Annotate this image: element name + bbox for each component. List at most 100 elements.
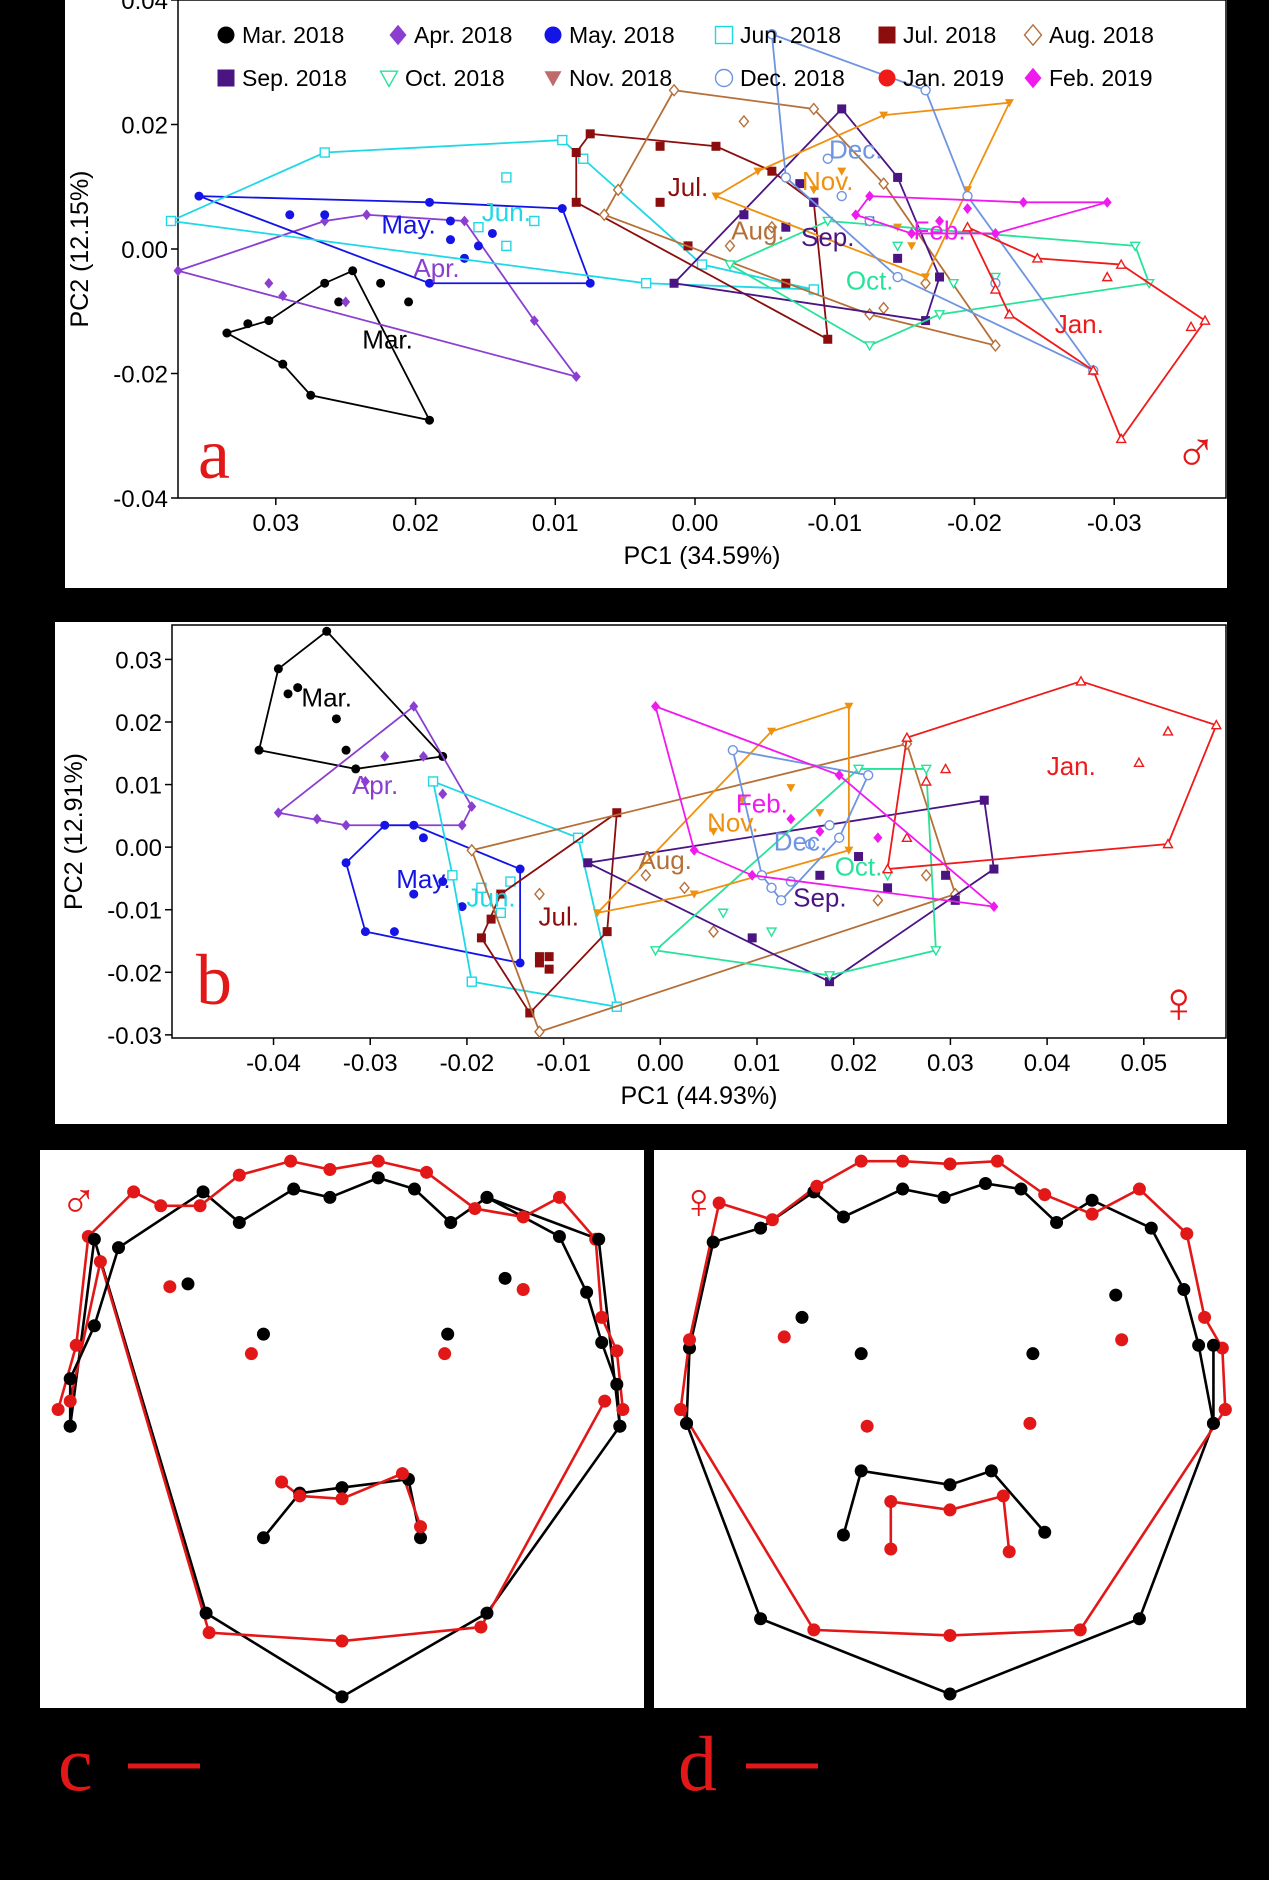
data-point [285,210,295,220]
panel-c-label: c [58,1720,93,1807]
landmark-red [93,1255,107,1269]
landmark-red [1218,1402,1232,1416]
group-label: Jul. [668,172,708,202]
x-tick-label: 0.01 [734,1050,781,1077]
landmark-red [232,1168,246,1182]
data-point [264,316,274,326]
legend-marker [878,26,896,44]
female-symbol-b: ♀ [1157,970,1201,1035]
data-point [544,964,554,974]
data-point [273,664,283,674]
y-tick-label: 0.04 [121,0,168,15]
data-point [515,958,525,968]
data-point [495,907,506,919]
data-point [823,971,836,982]
y-axis-label: PC2 (12.15%) [66,170,94,327]
data-point [1102,196,1112,208]
hull-dec [731,749,870,902]
group-label: Jan. [1047,751,1096,781]
landmark-red [1132,1182,1146,1196]
data-point [306,390,316,400]
y-tick-label: 0.00 [115,835,162,862]
data-point [724,260,736,271]
data-point [920,276,931,290]
data-point [409,820,419,830]
data-point [1162,725,1174,736]
data-point [534,887,545,901]
panel-d-background [654,1150,1246,1708]
landmark-black [943,1478,957,1492]
data-point [380,820,390,830]
data-point [805,838,816,850]
hull-jul [480,810,618,1015]
data-point [467,801,477,812]
data-point [360,776,370,787]
data-point [222,328,232,338]
data-point [341,858,351,868]
data-point [979,795,989,805]
data-point [668,83,680,97]
landmark-black [256,1531,270,1545]
landmark-red [854,1154,868,1168]
data-point [320,210,330,220]
data-point [571,148,581,158]
landmark-black [896,1182,910,1196]
group-label: May. [381,209,435,239]
group-label: Jan. [1055,309,1104,339]
landmark-black [196,1185,210,1199]
x-tick-label: -0.04 [246,1050,301,1077]
data-point [194,191,204,201]
landmark-red [777,1330,791,1344]
landmark-red [193,1199,207,1213]
landmark-red [990,1154,1004,1168]
data-point [892,271,903,283]
data-point [254,745,264,755]
landmark-black [63,1372,77,1386]
landmark-red [1198,1310,1212,1324]
data-point [865,190,875,202]
data-point [529,315,539,326]
data-point [727,744,739,756]
data-point [893,253,903,263]
landmark-red [323,1163,337,1177]
landmark-black [444,1216,458,1230]
landmark-black [480,1190,494,1204]
group-label: Sep. [801,222,855,252]
landmark-red [683,1333,697,1347]
group-label: Oct. [835,851,883,881]
y-tick-label: -0.01 [107,898,162,925]
data-point [920,775,932,786]
data-point [989,901,999,912]
data-point [473,222,484,233]
data-point [747,869,757,881]
data-point [534,952,544,962]
x-tick-label: 0.03 [927,1050,974,1077]
landmark-red [884,1495,898,1509]
x-tick-label: 0.02 [392,510,439,537]
landmark-black [595,1336,609,1350]
data-point [775,895,787,906]
x-tick-label: -0.02 [440,1050,495,1077]
data-point [341,819,351,831]
legend-marker [714,25,734,45]
group-label: Feb. [914,216,966,246]
hull-oct [653,768,937,977]
head-contour-black [685,1182,1215,1424]
landmark-black [335,1690,349,1704]
data-point [854,852,864,862]
data-point [947,278,960,290]
data-point [1129,241,1141,252]
data-point [766,29,778,40]
landmark-black [613,1419,627,1433]
data-point [380,751,390,762]
data-point [766,220,778,234]
data-point [425,278,435,288]
data-point [901,731,913,742]
data-point [780,172,792,183]
landmark-black [836,1528,850,1542]
landmark-black [1050,1216,1064,1230]
legend-marker [714,68,734,88]
group-label: Jul. [539,901,579,931]
data-point [872,893,884,907]
landmark-black [323,1190,337,1204]
